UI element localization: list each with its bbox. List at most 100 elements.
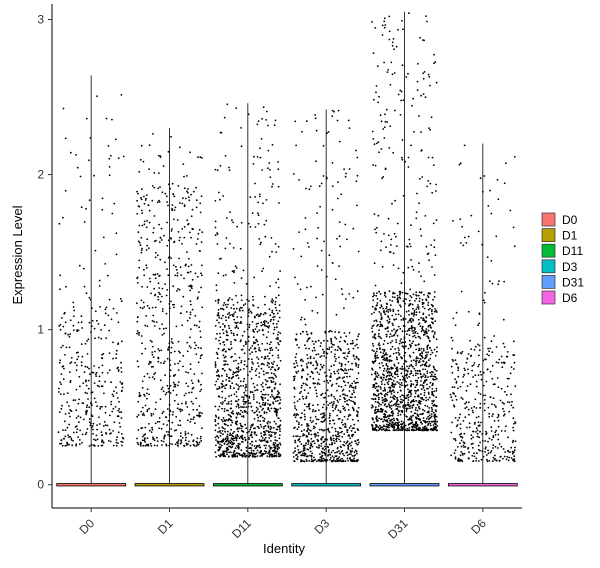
data-point-D11 bbox=[247, 324, 249, 326]
data-point-D6 bbox=[458, 459, 460, 461]
data-point-D11 bbox=[238, 428, 240, 430]
data-point-D11 bbox=[246, 412, 248, 414]
violin-layer bbox=[57, 12, 518, 486]
data-point-D11 bbox=[239, 443, 241, 445]
data-point-D31 bbox=[396, 403, 398, 405]
data-point-D11 bbox=[241, 307, 243, 309]
data-point-D3 bbox=[349, 127, 351, 129]
data-point-D1 bbox=[156, 321, 158, 323]
data-point-D3 bbox=[333, 440, 335, 442]
data-point-D3 bbox=[325, 459, 327, 461]
data-point-D31 bbox=[375, 165, 377, 167]
data-point-D6 bbox=[478, 231, 480, 233]
data-point-D3 bbox=[317, 265, 319, 267]
data-point-D11 bbox=[256, 407, 258, 409]
data-point-D3 bbox=[332, 406, 334, 408]
data-point-D3 bbox=[305, 347, 307, 349]
data-point-D1 bbox=[153, 356, 155, 358]
data-point-D0 bbox=[90, 423, 92, 425]
data-point-D0 bbox=[91, 404, 93, 406]
data-point-D0 bbox=[111, 213, 113, 215]
data-point-D31 bbox=[384, 113, 386, 115]
data-point-D31 bbox=[434, 422, 436, 424]
data-point-D3 bbox=[349, 427, 351, 429]
data-point-D3 bbox=[337, 378, 339, 380]
data-point-D6 bbox=[468, 451, 470, 453]
data-point-D31 bbox=[420, 393, 422, 395]
data-point-D1 bbox=[150, 340, 152, 342]
data-point-D0 bbox=[113, 445, 115, 447]
data-point-D31 bbox=[427, 344, 429, 346]
data-point-D1 bbox=[166, 424, 168, 426]
data-point-D1 bbox=[162, 387, 164, 389]
data-point-D1 bbox=[191, 434, 193, 436]
data-point-D31 bbox=[424, 308, 426, 310]
data-point-D0 bbox=[59, 359, 61, 361]
data-point-D11 bbox=[234, 454, 236, 456]
data-point-D0 bbox=[101, 385, 103, 387]
data-point-D3 bbox=[324, 446, 326, 448]
data-point-D6 bbox=[513, 368, 515, 370]
data-point-D0 bbox=[59, 274, 61, 276]
data-point-D11 bbox=[280, 360, 282, 362]
data-point-D3 bbox=[347, 447, 349, 449]
data-point-D31 bbox=[376, 357, 378, 359]
data-point-D1 bbox=[149, 377, 151, 379]
data-point-D11 bbox=[270, 320, 272, 322]
data-point-D0 bbox=[97, 445, 99, 447]
data-point-D3 bbox=[332, 162, 334, 164]
data-point-D31 bbox=[372, 345, 374, 347]
data-point-D31 bbox=[431, 407, 433, 409]
data-point-D0 bbox=[62, 429, 64, 431]
data-point-D31 bbox=[429, 340, 431, 342]
data-point-D31 bbox=[374, 410, 376, 412]
data-point-D1 bbox=[145, 405, 147, 407]
data-point-D11 bbox=[256, 326, 258, 328]
data-point-D31 bbox=[386, 370, 388, 372]
data-point-D31 bbox=[397, 429, 399, 431]
data-point-D31 bbox=[432, 318, 434, 320]
data-point-D1 bbox=[155, 240, 157, 242]
data-point-D3 bbox=[335, 460, 337, 462]
data-point-D31 bbox=[378, 141, 380, 143]
data-point-D31 bbox=[413, 359, 415, 361]
data-point-D3 bbox=[330, 351, 332, 353]
data-point-D11 bbox=[275, 400, 277, 402]
data-point-D6 bbox=[494, 404, 496, 406]
data-point-D3 bbox=[351, 441, 353, 443]
data-point-D1 bbox=[181, 243, 183, 245]
data-point-D0 bbox=[60, 347, 62, 349]
data-point-D31 bbox=[392, 73, 394, 75]
data-point-D31 bbox=[414, 396, 416, 398]
data-point-D11 bbox=[254, 431, 256, 433]
data-point-D31 bbox=[403, 404, 405, 406]
data-point-D0 bbox=[86, 393, 88, 395]
data-point-D1 bbox=[136, 333, 138, 335]
data-point-D3 bbox=[310, 186, 312, 188]
data-point-D11 bbox=[248, 300, 250, 302]
data-point-D31 bbox=[435, 390, 437, 392]
data-point-D1 bbox=[175, 266, 177, 268]
data-point-D11 bbox=[269, 344, 271, 346]
data-point-D11 bbox=[263, 334, 265, 336]
data-point-D3 bbox=[323, 365, 325, 367]
data-point-D31 bbox=[393, 420, 395, 422]
data-point-D0 bbox=[60, 383, 62, 385]
data-point-D11 bbox=[223, 419, 225, 421]
data-point-D11 bbox=[257, 156, 259, 158]
data-point-D31 bbox=[418, 308, 420, 310]
data-point-D31 bbox=[430, 244, 432, 246]
data-point-D31 bbox=[410, 393, 412, 395]
data-point-D6 bbox=[497, 434, 499, 436]
data-point-D6 bbox=[464, 416, 466, 418]
data-point-D3 bbox=[317, 435, 319, 437]
data-point-D3 bbox=[313, 343, 315, 345]
data-point-D3 bbox=[304, 389, 306, 391]
data-point-D11 bbox=[253, 398, 255, 400]
data-point-D0 bbox=[77, 415, 79, 417]
data-point-D11 bbox=[215, 169, 217, 171]
data-point-D31 bbox=[420, 95, 422, 97]
data-point-D31 bbox=[400, 410, 402, 412]
data-point-D31 bbox=[402, 429, 404, 431]
data-point-D0 bbox=[110, 401, 112, 403]
